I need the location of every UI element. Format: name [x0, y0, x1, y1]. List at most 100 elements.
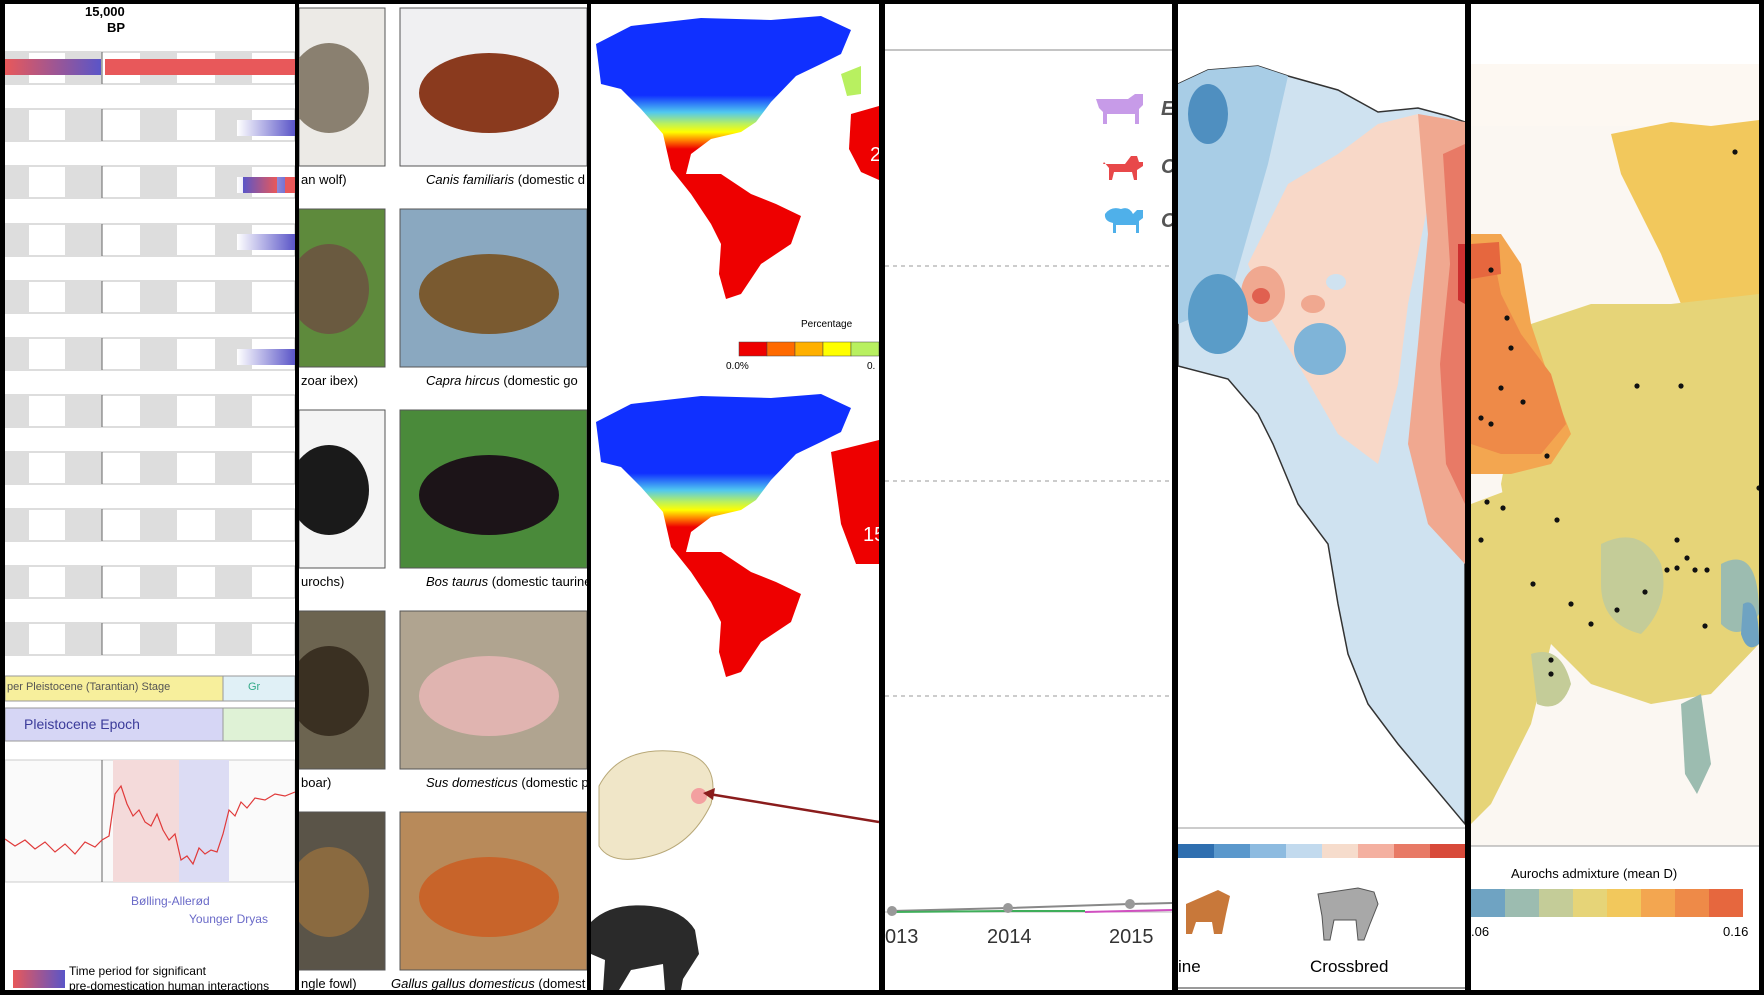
colorbar-swatch	[1607, 889, 1641, 917]
bar-segment	[237, 120, 295, 136]
wild-caption: boar)	[301, 775, 332, 790]
sample-dot	[1588, 621, 1594, 627]
wild-caption: urochs)	[301, 574, 345, 589]
sample-dot	[1614, 607, 1620, 613]
sample-dot	[1674, 565, 1680, 571]
timeline-panel: 15,000 BP per Pleistocene (Tarantian) St…	[5, 4, 295, 990]
sample-dot	[1504, 315, 1510, 321]
colorbar-swatch	[822, 341, 852, 357]
colorbar-swatch	[850, 341, 879, 357]
domestic-caption: Gallus gallus domesticus (domest	[391, 976, 586, 990]
colorbar-swatch	[1709, 889, 1743, 917]
colorbar-swatch	[1250, 844, 1286, 858]
younger-dryas-label: Younger Dryas	[189, 912, 268, 926]
colorbar-swatch	[1539, 889, 1573, 917]
sample-dot	[1508, 345, 1514, 351]
x-tick-3: 2015	[1109, 926, 1154, 948]
line-chart-panel: E C C 013 2014 2015	[885, 4, 1172, 990]
percentage-legend-title: Percentage	[801, 319, 853, 330]
americas-maps	[591, 16, 879, 990]
wild-caption: zoar ibex)	[301, 373, 359, 388]
sample-dot	[1530, 581, 1536, 587]
map-top-label: 2	[870, 144, 879, 166]
sample-dot	[1684, 555, 1690, 561]
maps-panel: Percentage 0.0% 0. 2 15	[591, 4, 879, 990]
sample-dot	[1484, 499, 1490, 505]
sheep-icon	[1104, 208, 1143, 233]
sample-dot	[1500, 505, 1506, 511]
domestic-caption: Canis familiaris (domestic d	[426, 172, 585, 187]
bolling-allerod-label: Bølling-Allerød	[131, 894, 210, 908]
colorbar-swatch	[1214, 844, 1250, 858]
x-tick-2: 2014	[987, 926, 1032, 948]
percentage-legend-max: 0.	[867, 361, 876, 372]
animal-silhouette	[591, 905, 699, 990]
percentage-legend-min: 0.0%	[726, 361, 749, 372]
skull-image	[598, 750, 714, 860]
africa-map	[1178, 65, 1465, 989]
cow-icon	[1096, 94, 1143, 124]
colorbar-swatch	[1286, 844, 1322, 858]
animals-panel: an wolf) Canis familiaris (domestic d zoar…	[299, 4, 587, 990]
percentage-colorbar	[738, 341, 879, 357]
europe-admixture-map	[1471, 64, 1759, 917]
sample-dot	[1678, 383, 1684, 389]
sample-dot	[1702, 623, 1708, 629]
legend-letter-1: E	[1161, 98, 1172, 121]
sample-dot	[1692, 567, 1698, 573]
sample-dot	[1478, 537, 1484, 543]
timeline-grid	[5, 51, 295, 988]
domestic-caption: Capra hircus (domestic go	[426, 373, 578, 388]
admixture-legend-max: 0.16	[1723, 924, 1749, 939]
sample-dot	[1756, 485, 1759, 491]
europe-panel: Aurochs admixture (mean D) .06 0.16	[1471, 4, 1759, 990]
legend-letter-2: C	[1161, 156, 1172, 179]
sample-dot	[1704, 567, 1710, 573]
africa-panel: ine Crossbred	[1178, 4, 1465, 990]
sample-dot	[1488, 267, 1494, 273]
colorbar-swatch	[1394, 844, 1430, 858]
bar-segment	[237, 234, 295, 250]
domestic-caption: Sus domesticus (domestic p	[426, 775, 587, 790]
sample-dot	[1488, 421, 1494, 427]
sample-dot	[1674, 537, 1680, 543]
cattle-image-crossbred	[1317, 887, 1379, 941]
colorbar-swatch	[1505, 889, 1539, 917]
domestic-caption: Bos taurus (domestic taurine	[426, 574, 587, 589]
colorbar-swatch	[1675, 889, 1709, 917]
sample-dot	[1478, 415, 1484, 421]
africa-label-1: ine	[1178, 957, 1201, 976]
sample-dot	[1732, 149, 1738, 155]
map-top	[596, 16, 879, 299]
wild-caption: an wolf)	[301, 172, 347, 187]
colorbar-swatch	[738, 341, 768, 357]
legend-letter-3: C	[1161, 210, 1172, 233]
map-bottom-label: 15	[863, 524, 879, 546]
cattle-image-1	[1186, 890, 1230, 934]
sample-dot	[1498, 385, 1504, 391]
wild-caption: ngle fowl)	[301, 976, 357, 990]
colorbar-swatch	[794, 341, 824, 357]
colorbar-swatch	[766, 341, 796, 357]
admixture-legend-min: .06	[1471, 924, 1490, 939]
sample-dot	[1554, 517, 1560, 523]
sample-dot	[1520, 399, 1526, 405]
sample-dot	[1568, 601, 1574, 607]
bar-segment	[237, 349, 295, 365]
sample-dot	[1642, 589, 1648, 595]
dog-icon	[1103, 156, 1143, 180]
colorbar-swatch	[1430, 844, 1465, 858]
line-chart	[885, 49, 1172, 916]
map-bottom	[596, 394, 879, 677]
colorbar-swatch	[1322, 844, 1358, 858]
epoch-label: Pleistocene Epoch	[24, 716, 140, 732]
sample-dot	[1548, 657, 1554, 663]
colorbar-swatch	[1471, 889, 1505, 917]
animal-photo-grid	[299, 7, 587, 971]
sample-dot	[1664, 567, 1670, 573]
colorbar-swatch	[1573, 889, 1607, 917]
timeline-header-unit: BP	[107, 20, 126, 35]
sample-dot	[1634, 383, 1640, 389]
colorbar-swatch	[1358, 844, 1394, 858]
x-tick-1: 013	[885, 926, 919, 948]
